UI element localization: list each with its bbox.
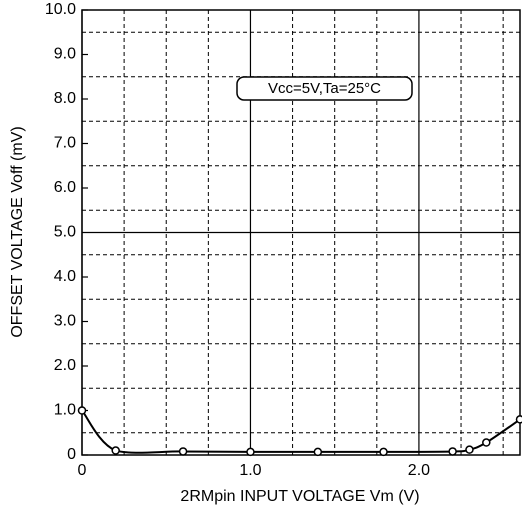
y-tick-label: 3.0 <box>54 313 76 330</box>
data-point <box>77 406 87 415</box>
y-axis-title: OFFSET VOLTAGE Voff (mV) <box>9 126 26 337</box>
annotation: Vcc=5V,Ta=25°C <box>268 80 381 97</box>
data-point <box>111 446 120 455</box>
x-tick-label: 1.0 <box>239 462 261 479</box>
data-point <box>465 445 474 454</box>
data-point <box>448 447 457 456</box>
y-tick-label: 6.0 <box>54 179 76 196</box>
data-point <box>313 447 323 457</box>
y-tick-label: 8.0 <box>54 90 76 107</box>
data-point <box>482 438 491 447</box>
y-tick-label: 5.0 <box>54 224 76 241</box>
y-tick-label: 0 <box>67 446 76 463</box>
data-point <box>515 415 522 424</box>
data-line <box>81 409 521 454</box>
y-tick-label: 1.0 <box>54 402 76 419</box>
x-tick-label: 2.0 <box>408 462 430 479</box>
y-tick-label: 4.0 <box>54 268 76 285</box>
y-tick-label: 2.0 <box>54 357 76 374</box>
x-axis-title: 2RMpin INPUT VOLTAGE Vm (V) <box>180 488 419 505</box>
y-tick-label: 10.0 <box>45 1 76 18</box>
data-point <box>246 447 255 457</box>
y-tick-label: 7.0 <box>54 135 76 152</box>
x-tick-label: 0 <box>78 462 87 479</box>
y-tick-label: 9.0 <box>54 46 76 63</box>
data-point <box>379 447 388 457</box>
plot-frame <box>81 9 521 456</box>
data-point <box>178 447 188 456</box>
annotation-box <box>236 76 413 101</box>
